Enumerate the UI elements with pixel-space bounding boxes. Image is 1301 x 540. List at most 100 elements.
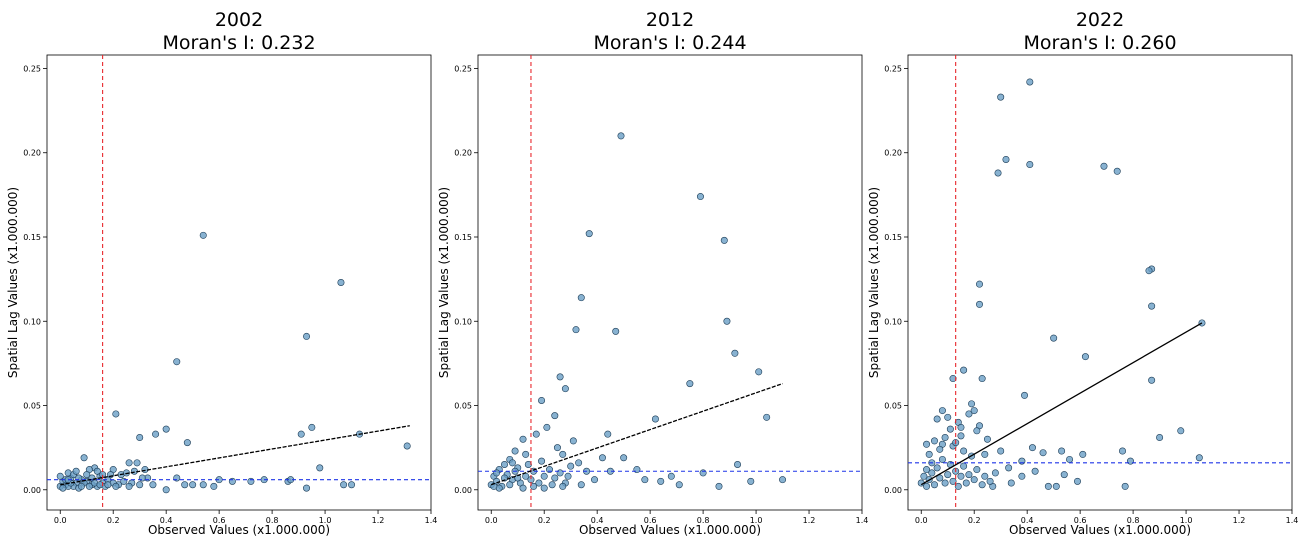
scatter-point [944,471,952,479]
scatter-point [162,425,170,433]
scatter-point [946,425,954,433]
x-tick-label: 0.2 [107,516,120,525]
scatter-point [189,481,197,489]
scatter-point [604,430,612,438]
scatter-point [1058,447,1066,455]
scatter-point [297,430,305,438]
scatter-point [183,439,191,447]
scatter-point [949,477,957,485]
x-tick-label: 0.6 [644,516,657,525]
scatter-point [572,326,580,334]
scatter-point [72,467,80,475]
scatter-point [925,450,933,458]
y-tick-label: 0.15 [884,233,902,242]
y-tick-label: 0.10 [884,317,902,326]
scatter-point [973,466,981,474]
scatter-point [957,432,965,440]
x-tick-label: 0.0 [54,516,67,525]
scatter-point [303,332,311,340]
y-tick-label: 0.05 [454,402,472,411]
scatter-point [991,469,999,477]
x-tick-label: 1.4 [425,516,438,525]
scatter-point [543,423,551,431]
scatter-point [1066,455,1074,463]
scatter-point [1028,444,1036,452]
x-tick-label: 1.2 [803,516,816,525]
scatter-point [1145,267,1153,275]
scatter-point [59,484,67,492]
scatter-point [930,437,938,445]
x-tick-label: 0.4 [591,516,604,525]
scatter-point [133,459,141,467]
scatter-point [85,482,93,490]
scatter-point [56,472,64,480]
chart-title-year: 2002 [215,9,263,31]
scatter-point [340,481,348,489]
y-tick-label: 0.20 [884,149,902,158]
scatter-point [957,472,965,480]
scatter-point [112,410,120,418]
scatter-point [551,412,559,420]
scatter-point [734,460,742,468]
scatter-point [941,479,949,487]
scatter-point [348,481,356,489]
scatter-point [136,434,144,442]
scatter-point [1052,482,1060,490]
scatter-point [981,472,989,480]
scatter-point [968,400,976,408]
x-tick-label: 1.2 [372,516,385,525]
scatter-point [538,457,546,465]
scatter-point [228,477,236,485]
scatter-point [181,481,189,489]
scatter-point [936,445,944,453]
y-tick-label: 0.10 [23,317,41,326]
scatter-point [641,476,649,484]
scatter-point [941,434,949,442]
x-axis-label: Observed Values (x1.000.000) [579,523,761,537]
scatter-point [949,375,957,383]
scatter-point [561,385,569,393]
scatter-point [519,484,527,492]
scatter-point [553,444,561,452]
x-tick-label: 0.8 [1127,516,1140,525]
x-tick-label: 0.4 [160,516,173,525]
scatter-point [657,477,665,485]
scatter-point [559,482,567,490]
x-tick-label: 0.0 [915,516,928,525]
x-tick-label: 1.0 [319,516,332,525]
scatter-point [83,471,91,479]
scatter-point [960,366,968,374]
scatter-point [954,482,962,490]
scatter-point [535,479,543,487]
plot-data-area [908,55,1292,510]
scatter-point [1039,449,1047,457]
scatter-point [938,407,946,415]
scatter-point [125,482,133,490]
plot-data-area [47,55,431,510]
scatter-point [80,454,88,462]
y-tick-label: 0.15 [454,233,472,242]
scatter-point [493,469,501,477]
scatter-point [965,471,973,479]
scatter-point [933,464,941,472]
y-axis-label: Spatial Lag Values (x1.000.000) [867,187,881,378]
scatter-point [686,380,694,388]
scatter-point [1073,477,1081,485]
scatter-point [1177,427,1185,435]
x-tick-label: 1.0 [750,516,763,525]
scatter-point [1005,464,1013,472]
scatter-point [1198,319,1206,327]
y-tick-label: 0.00 [23,486,41,495]
y-tick-label: 0.25 [454,64,472,73]
regression-line [60,425,410,486]
plot-frame [907,54,1293,511]
scatter-point [1002,155,1010,163]
plot-frame [46,54,432,511]
scatter-point [199,481,207,489]
scatter-point [575,459,583,467]
chart-title-morans-i: Moran's I: 0.244 [593,32,746,54]
scatter-point [93,467,101,475]
scatter-point [120,477,128,485]
chart-title-year: 2012 [646,9,694,31]
